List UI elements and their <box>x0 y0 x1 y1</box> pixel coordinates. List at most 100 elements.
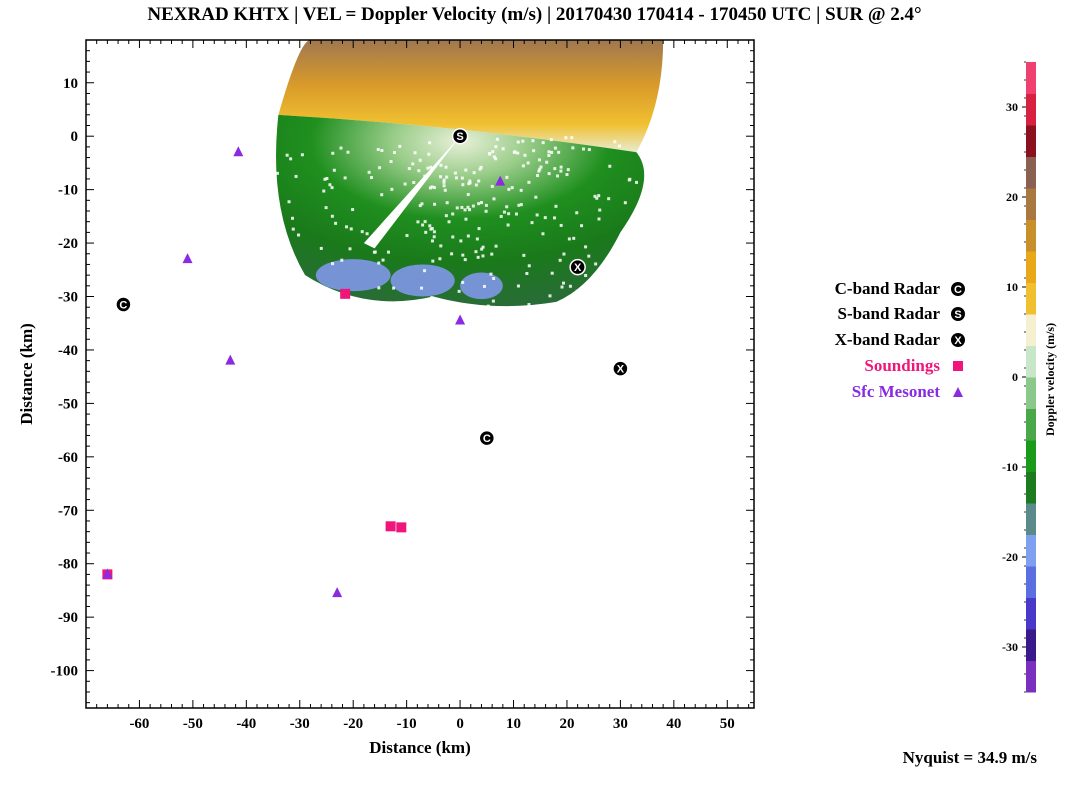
echo-gap-speckle <box>442 178 446 182</box>
echo-gap-speckle <box>548 294 552 298</box>
colorbar-segment <box>1026 345 1036 378</box>
echo-gap-speckle <box>346 150 350 154</box>
echo-gap-speckle <box>597 194 601 198</box>
echo-gap-speckle <box>628 177 632 181</box>
svg-text:C: C <box>119 300 127 312</box>
echo-gap-speckle <box>506 223 510 227</box>
echo-gap-speckle <box>595 196 599 200</box>
echo-gap-speckle <box>584 245 588 249</box>
echo-gap-speckle <box>360 230 364 234</box>
station-markers: C C S X X <box>102 127 629 598</box>
colorbar-tick-label: -30 <box>1002 640 1018 654</box>
colorbar-tick-label: -10 <box>1002 460 1018 474</box>
x-tick-label: -60 <box>129 716 149 732</box>
echo-gap-speckle <box>553 146 557 150</box>
echo-gap-speckle <box>392 286 396 290</box>
y-tick-label: -80 <box>58 557 78 573</box>
echo-gap-speckle <box>324 206 328 210</box>
echo-gap-speckle <box>580 224 584 228</box>
strong-inbound-patch <box>460 272 503 300</box>
echo-gap-speckle <box>367 170 371 174</box>
echo-gap-speckle <box>575 289 579 293</box>
echo-gap-speckle <box>417 169 421 173</box>
echo-gap-speckle <box>564 136 568 140</box>
legend-label-mesonet: Sfc Mesonet <box>851 382 940 401</box>
echo-gap-speckle <box>607 197 611 201</box>
x-tick-label: -50 <box>183 716 203 732</box>
echo-gap-speckle <box>475 237 479 241</box>
echo-gap-speckle <box>522 253 526 257</box>
echo-gap-speckle <box>510 186 514 190</box>
echo-gap-speckle <box>480 247 484 251</box>
echo-gap-speckle <box>507 212 511 216</box>
echo-gap-speckle <box>477 227 481 231</box>
echo-gap-speckle <box>421 223 425 227</box>
colorbar-segment <box>1026 219 1036 252</box>
legend-label-c-band: C-band Radar <box>834 279 940 298</box>
colorbar-segment <box>1026 156 1036 189</box>
echo-gap-speckle <box>423 269 427 273</box>
echo-gap-speckle <box>570 136 574 140</box>
echo-gap-speckle <box>486 304 490 308</box>
echo-gap-speckle <box>408 315 412 319</box>
echo-gap-speckle <box>430 227 434 231</box>
echo-gap-speckle <box>516 284 520 288</box>
echo-gap-speckle <box>559 169 563 173</box>
echo-gap-speckle <box>494 244 498 248</box>
echo-gap-speckle <box>477 179 481 183</box>
y-tick-label: -100 <box>51 664 79 680</box>
colorbar-segment <box>1026 377 1036 409</box>
echo-gap-speckle <box>635 180 639 184</box>
echo-gap-speckle <box>547 303 551 307</box>
x-tick-label: 0 <box>456 716 464 732</box>
echo-gap-speckle <box>322 189 326 193</box>
echo-gap-speckle <box>450 252 454 256</box>
echo-gap-speckle <box>348 247 352 251</box>
echo-gap-speckle <box>319 246 323 250</box>
echo-gap-speckle <box>377 286 381 290</box>
receding-velocity-region <box>278 40 664 153</box>
echo-gap-speckle <box>571 146 575 150</box>
colorbar-segment <box>1026 188 1036 220</box>
echo-gap-speckle <box>380 149 384 153</box>
colorbar-segment <box>1026 471 1036 504</box>
s-band-radar-icon: S <box>951 307 965 321</box>
legend-label-x-band: X-band Radar <box>834 330 940 349</box>
echo-gap-speckle <box>526 161 530 165</box>
colorbar-segment <box>1026 534 1036 567</box>
echo-gap-speckle <box>466 205 470 209</box>
y-tick-label: 10 <box>63 76 78 92</box>
echo-gap-speckle <box>519 203 523 207</box>
echo-gap-speckle <box>539 165 543 169</box>
colorbar-label: Doppler velocity (m/s) <box>1043 322 1057 436</box>
echo-gap-speckle <box>463 258 467 262</box>
y-axis-title: Distance (km) <box>17 323 36 425</box>
echo-gap-speckle <box>377 261 381 265</box>
echo-gap-speckle <box>521 164 525 168</box>
echo-gap-speckle <box>492 277 496 281</box>
echo-gap-speckle <box>608 164 612 168</box>
plot-frame <box>85 39 755 709</box>
mesonet-marker <box>332 587 343 598</box>
echo-gap-speckle <box>439 244 443 248</box>
echo-gap-speckle <box>545 160 549 164</box>
sounding-square-icon <box>953 361 963 371</box>
echo-gap-speckle <box>330 186 334 190</box>
echo-gap-speckle <box>507 187 511 191</box>
y-tick-label: -70 <box>58 503 78 519</box>
echo-gap-speckle <box>491 299 495 303</box>
echo-gap-speckle <box>287 200 291 204</box>
echo-gap-speckle <box>443 318 447 322</box>
x-tick-label: 50 <box>720 716 735 732</box>
echo-gap-speckle <box>623 233 627 237</box>
colorbar-segment <box>1026 440 1036 472</box>
x-tick-label: 20 <box>559 716 574 732</box>
echo-gap-speckle <box>438 257 442 261</box>
y-tick-label: -30 <box>58 290 78 306</box>
colorbar-segment <box>1026 62 1036 94</box>
echo-gap-speckle <box>365 232 369 236</box>
echo-gap-speckle <box>398 144 402 148</box>
echo-gap-speckle <box>575 211 579 215</box>
echo-gap-speckle <box>648 138 652 142</box>
echo-gap-speckle <box>516 151 520 155</box>
